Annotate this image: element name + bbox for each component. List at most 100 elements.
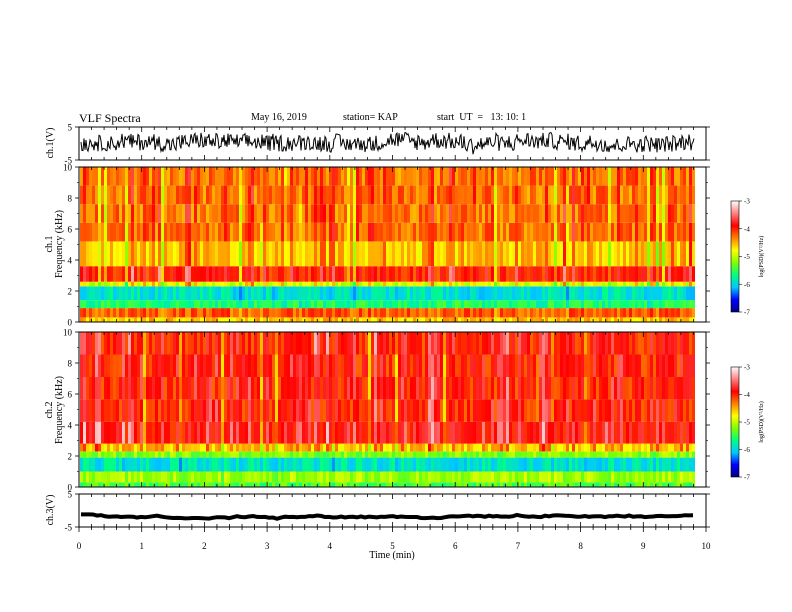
spectrogram-cell bbox=[200, 451, 203, 458]
spectrogram-cell bbox=[116, 451, 119, 458]
spectrogram-cell bbox=[608, 266, 611, 282]
spectrogram-cell bbox=[500, 286, 503, 301]
spectrogram-cell bbox=[557, 354, 560, 377]
spectrogram-cell bbox=[224, 376, 227, 400]
spectrogram-cell bbox=[530, 471, 533, 483]
spectrogram-cell bbox=[260, 482, 263, 487]
spectrogram-cell bbox=[491, 308, 494, 318]
spectrogram-cell bbox=[206, 471, 209, 483]
spectrogram-cell bbox=[611, 376, 614, 400]
spectrogram-cell bbox=[113, 308, 116, 318]
spectrogram-cell bbox=[521, 451, 524, 458]
spectrogram-cell bbox=[548, 443, 551, 452]
spectrogram-cell bbox=[395, 204, 398, 223]
spectrogram-cell bbox=[605, 471, 608, 483]
spectrogram-cell bbox=[341, 354, 344, 377]
spectrogram-cell bbox=[194, 443, 197, 452]
spectrogram-cell bbox=[578, 354, 581, 377]
spectrogram-cell bbox=[101, 308, 104, 318]
spectrogram-cell bbox=[605, 286, 608, 301]
spectrogram-cell bbox=[542, 167, 545, 186]
spectrogram-cell bbox=[272, 167, 275, 186]
spectrogram-cell bbox=[107, 241, 110, 267]
spectrogram-cell bbox=[89, 443, 92, 452]
spectrogram-cell bbox=[161, 421, 164, 444]
spectrogram-cell bbox=[161, 332, 164, 355]
spectrogram-cell bbox=[80, 332, 83, 355]
spectrogram-cell bbox=[362, 286, 365, 301]
spectrogram-cell bbox=[530, 451, 533, 458]
spectrogram-cell bbox=[170, 399, 173, 422]
spectrogram-cell bbox=[371, 300, 374, 309]
spectrogram-cell bbox=[284, 286, 287, 301]
spectrogram-cell bbox=[512, 354, 515, 377]
spectrogram-cell bbox=[635, 471, 638, 483]
spectrogram-cell bbox=[599, 308, 602, 318]
spectrogram-cell bbox=[632, 167, 635, 186]
spectrogram-cell bbox=[665, 300, 668, 309]
spectrogram-cell bbox=[119, 266, 122, 282]
spectrogram-cell bbox=[389, 241, 392, 267]
spectrogram-cell bbox=[623, 354, 626, 377]
spectrogram-cell bbox=[518, 354, 521, 377]
spectrogram-cell bbox=[506, 185, 509, 205]
spectrogram-cell bbox=[632, 421, 635, 444]
spectrogram-cell bbox=[593, 354, 596, 377]
spectrogram-cell bbox=[620, 471, 623, 483]
spectrogram-cell bbox=[500, 443, 503, 452]
spectrogram-cell bbox=[272, 286, 275, 301]
spectrogram-cell bbox=[440, 185, 443, 205]
spectrogram-cell bbox=[401, 300, 404, 309]
spectrogram-cell bbox=[401, 451, 404, 458]
spectrogram-cell bbox=[350, 482, 353, 487]
spectrogram-cell bbox=[359, 421, 362, 444]
spectrogram-cell bbox=[569, 167, 572, 186]
spectrogram-cell bbox=[383, 241, 386, 267]
spectrogram-cell bbox=[437, 167, 440, 186]
spectrogram-cell bbox=[491, 421, 494, 444]
spectrogram-cell bbox=[113, 222, 116, 242]
spectrogram-cell bbox=[557, 222, 560, 242]
spectrogram-cell bbox=[503, 308, 506, 318]
spectrogram-cell bbox=[572, 317, 575, 322]
spectrogram-cell bbox=[122, 421, 125, 444]
spectrogram-cell bbox=[473, 482, 476, 487]
spectrogram-cell bbox=[485, 185, 488, 205]
spectrogram-cell bbox=[260, 471, 263, 483]
spectrogram-cell bbox=[551, 222, 554, 242]
spectrogram-cell bbox=[689, 167, 692, 186]
spectrogram-cell bbox=[692, 222, 695, 242]
spectrogram-cell bbox=[419, 204, 422, 223]
spectrogram-cell bbox=[398, 204, 401, 223]
spectrogram-cell bbox=[326, 457, 329, 472]
spectrogram-cell bbox=[548, 204, 551, 223]
spectrogram-cell bbox=[338, 300, 341, 309]
spectrogram-cell bbox=[446, 185, 449, 205]
spectrogram-cell bbox=[218, 286, 221, 301]
spectrogram-cell bbox=[353, 241, 356, 267]
spectrogram-cell bbox=[173, 354, 176, 377]
spectrogram-cell bbox=[281, 204, 284, 223]
spectrogram-cell bbox=[308, 185, 311, 205]
spectrogram-cell bbox=[437, 399, 440, 422]
spectrogram-cell bbox=[653, 376, 656, 400]
spectrogram-cell bbox=[158, 376, 161, 400]
spectrogram-cell bbox=[581, 185, 584, 205]
spectrogram-cell bbox=[206, 241, 209, 267]
spectrogram-cell bbox=[437, 286, 440, 301]
spectrogram-cell bbox=[188, 471, 191, 483]
spectrogram-cell bbox=[281, 399, 284, 422]
spectrogram-cell bbox=[386, 399, 389, 422]
spectrogram-cell bbox=[314, 376, 317, 400]
spectrogram-cell bbox=[320, 317, 323, 322]
spectrogram-cell bbox=[113, 286, 116, 301]
spectrogram-cell bbox=[248, 376, 251, 400]
spectrogram-cell bbox=[653, 443, 656, 452]
spectrogram-cell bbox=[449, 241, 452, 267]
spectrogram-cell bbox=[257, 204, 260, 223]
spectrogram-cell bbox=[497, 451, 500, 458]
spectrogram-cell bbox=[557, 167, 560, 186]
spectrogram-cell bbox=[620, 300, 623, 309]
y-tick-label: 2 bbox=[68, 287, 73, 297]
spectrogram-cell bbox=[641, 204, 644, 223]
